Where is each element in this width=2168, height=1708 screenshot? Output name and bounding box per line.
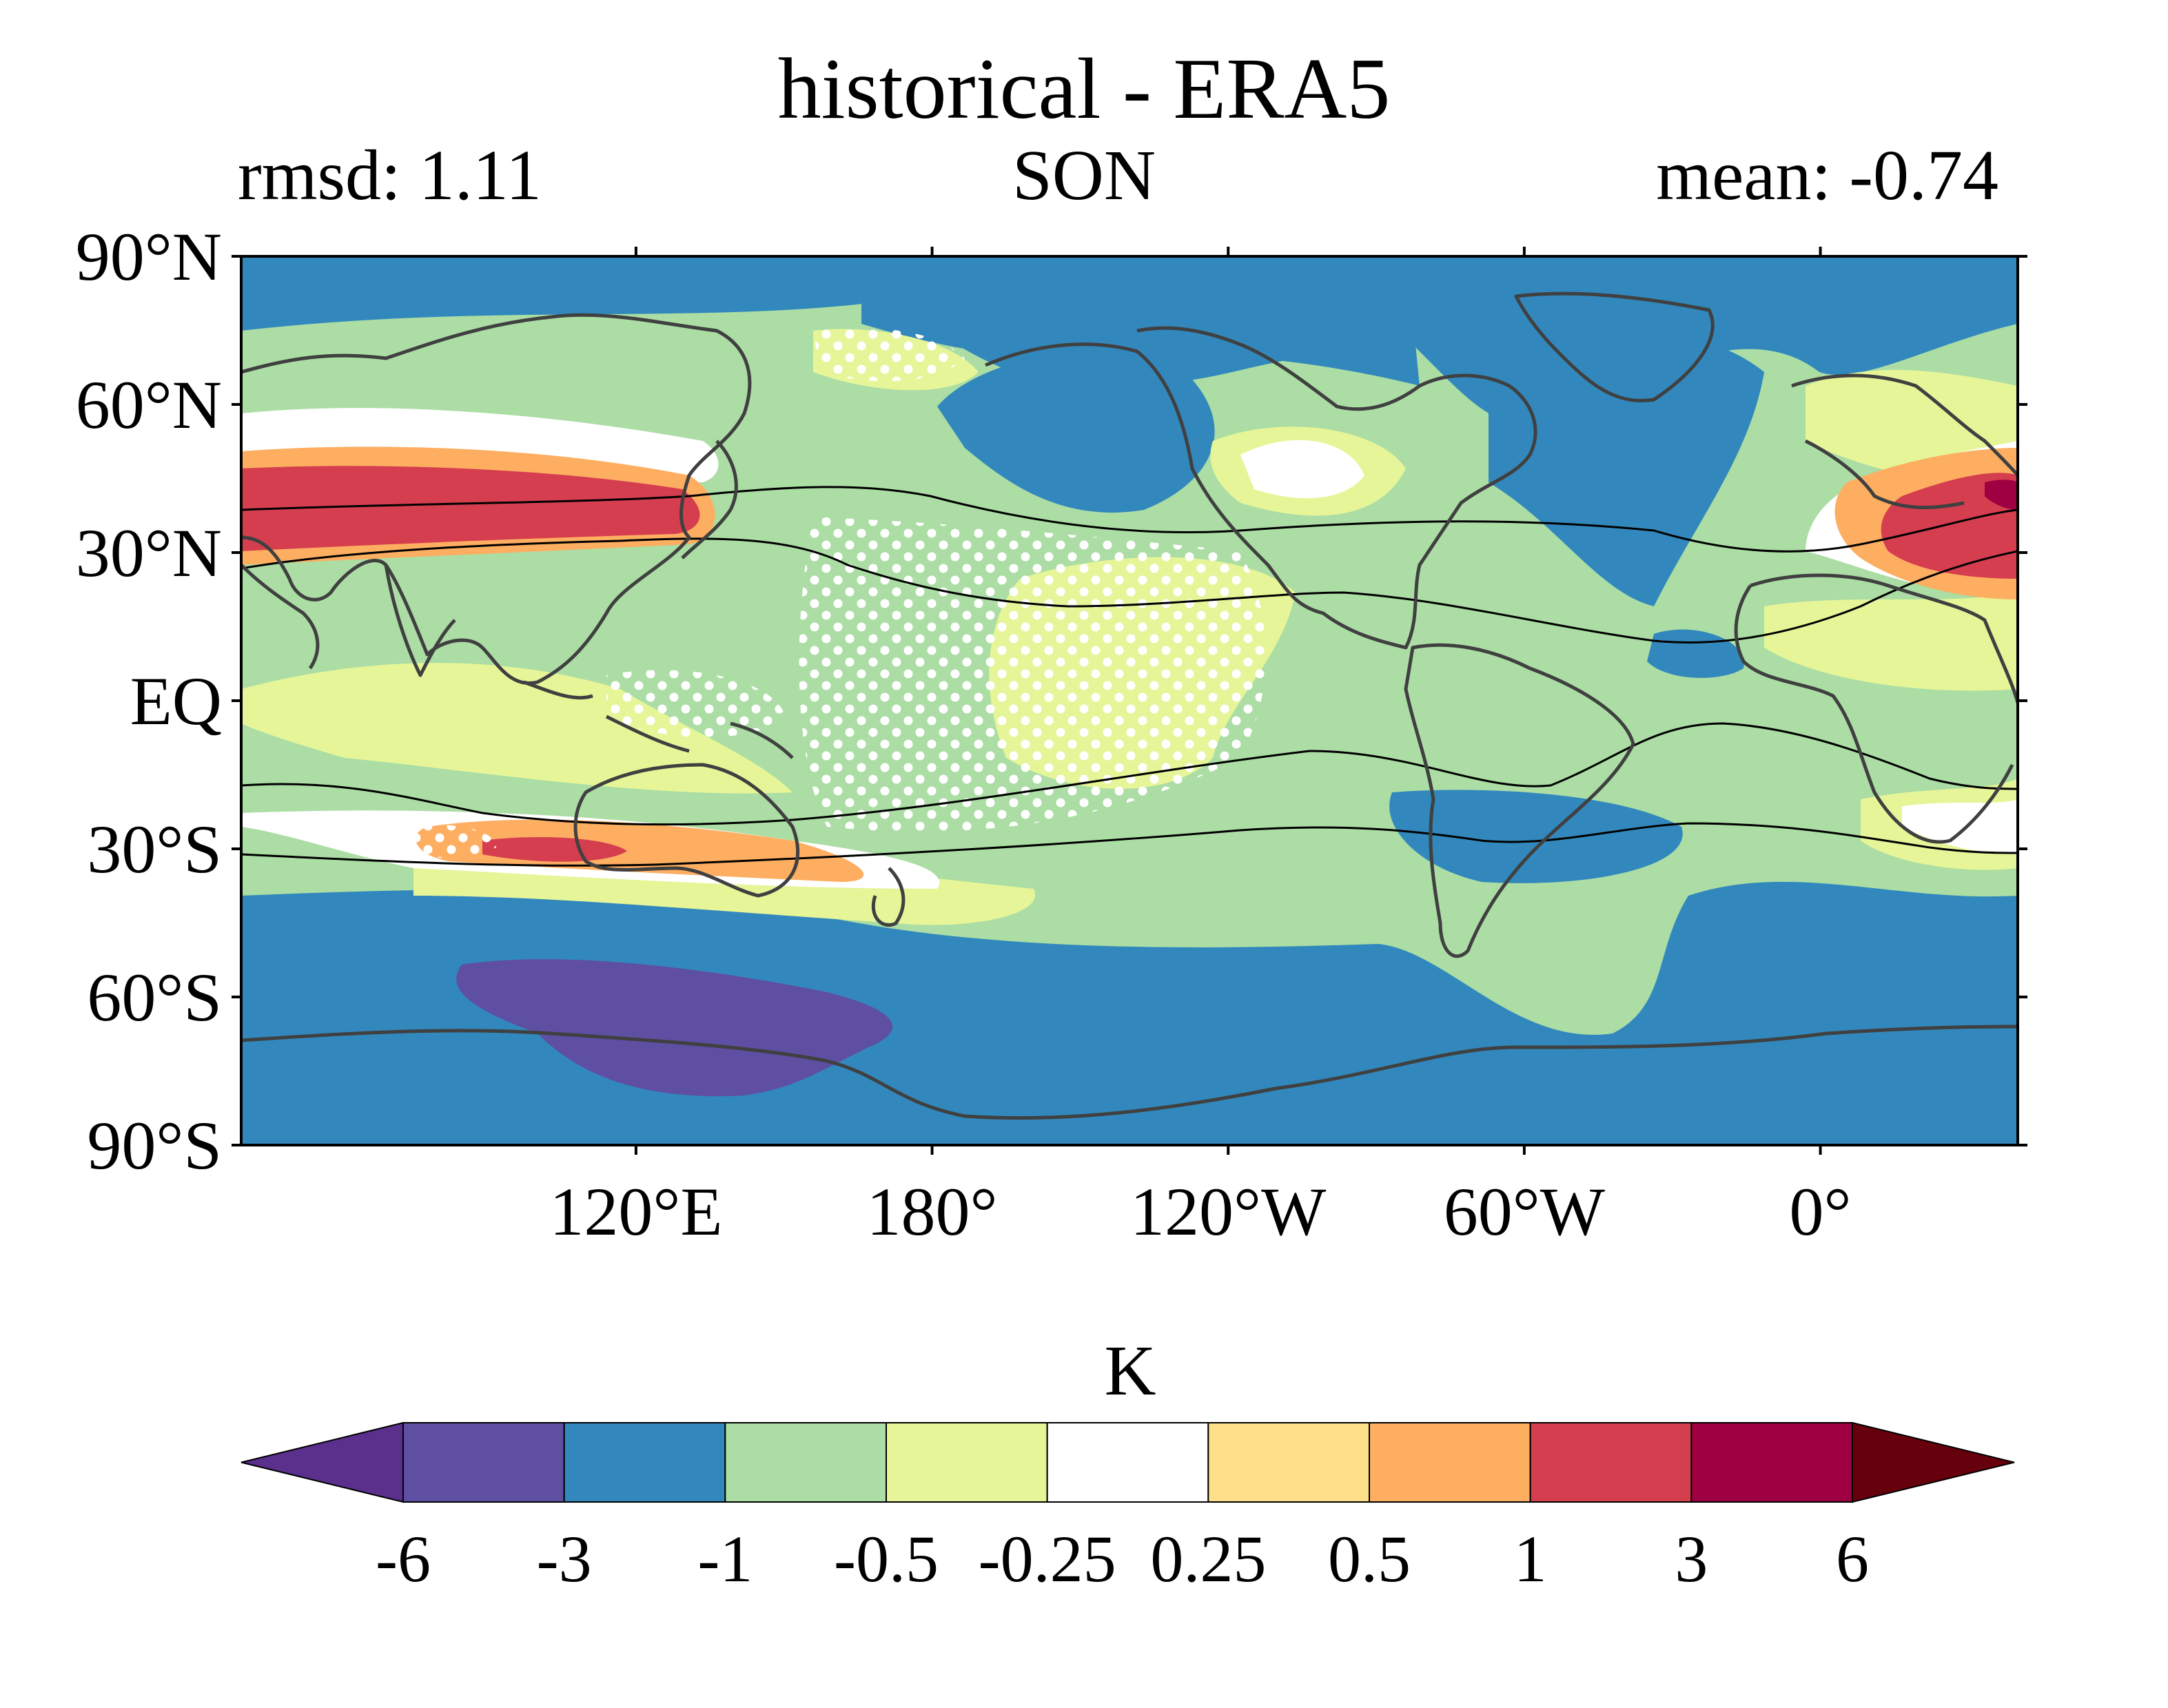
colorbar-tick-label: -3: [537, 1522, 592, 1596]
colorbar-swatch: [563, 1422, 726, 1503]
coast-new-zealand: [871, 867, 906, 927]
colorbar-tick-label: -0.5: [834, 1522, 939, 1596]
lat-tick-label: 90°N: [76, 218, 222, 295]
colorbar-extend-max: [1852, 1421, 2015, 1503]
field-blue-atlantic: [1489, 334, 1764, 606]
longitude-axis: 120°E 180° 120°W 60°W 0°: [549, 247, 1852, 1250]
contour-north-upper: [241, 486, 2018, 553]
coast-australia: [573, 763, 800, 898]
field-red-australia: [482, 837, 627, 862]
coast-maritime: [523, 680, 794, 759]
field-darkred-middle-east: [1985, 480, 2018, 510]
colorbar-swatch: [402, 1422, 565, 1503]
colorbar-swatch: [1690, 1422, 1853, 1503]
map-plot-area: [241, 256, 2018, 1145]
coast-eurasia-north: [241, 313, 752, 686]
stippling-maritime: [606, 670, 786, 737]
colorbar-tick-label: -6: [376, 1522, 431, 1596]
colorbar-swatch: [1529, 1422, 1693, 1503]
colorbar-extend-min: [241, 1421, 404, 1503]
colorbar-swatch: [1046, 1422, 1209, 1503]
field-white-north-america: [1240, 440, 1364, 499]
colorbar-tick-label: -1: [697, 1522, 753, 1596]
season-label: SON: [1012, 136, 1156, 215]
coast-arabia: [241, 564, 320, 670]
colorbar: -6 -3 -1 -0.5 -0.25 0.25 0.5 1 3 6: [241, 1421, 2015, 1596]
colorbar-tick-label: 1: [1514, 1522, 1547, 1596]
field-yellow-sahara: [1764, 593, 2018, 691]
colorbar-swatch: [886, 1422, 1048, 1503]
lat-tick-label: 30°S: [87, 811, 222, 887]
coast-africa: [1734, 573, 2018, 844]
field-orange-australia: [416, 819, 864, 882]
coast-japan: [681, 440, 738, 559]
contour-south-upper: [241, 722, 2018, 826]
lat-tick-label: 60°N: [76, 367, 222, 443]
field-red-asia: [241, 466, 700, 551]
lon-tick-label: 0°: [1790, 1173, 1852, 1250]
colorbar-swatch: [724, 1422, 888, 1503]
latitude-axis: 90°N 60°N 30°N EQ 30°S 60°S 90°S: [76, 218, 2027, 1184]
lat-tick-label: 90°S: [87, 1107, 222, 1184]
colorbar-tick-label: 0.5: [1328, 1522, 1411, 1596]
colorbar-tick-label: -0.25: [979, 1522, 1116, 1596]
stippling-australia: [386, 824, 496, 858]
field-purple-southern-ocean: [456, 959, 893, 1097]
field-red-middle-east: [1881, 473, 2018, 579]
colorbar-tick-label: 6: [1836, 1522, 1869, 1596]
field-yellow-indian-ocean: [241, 663, 792, 794]
coast-india: [384, 564, 456, 677]
colorbar-tick-label: 0.25: [1150, 1522, 1266, 1596]
field-blue-arctic: [861, 297, 1420, 386]
contour-north-lower: [241, 537, 2018, 644]
colorbar-tick-label: 3: [1675, 1522, 1708, 1596]
field-blue-north-america: [937, 351, 1215, 513]
rmsd-label: rmsd: 1.11: [238, 136, 542, 215]
coast-south-america: [1404, 643, 1635, 958]
mean-label: mean: -0.74: [1656, 136, 1998, 215]
lat-tick-label: 30°N: [76, 515, 222, 591]
colorbar-unit-label: K: [1104, 1331, 1156, 1410]
coastlines: [241, 291, 2018, 1120]
stippling-pacific: [799, 517, 1267, 832]
stippling-north-pacific: [813, 328, 965, 382]
coast-north-america: [985, 326, 1537, 650]
lon-tick-label: 120°E: [549, 1173, 722, 1250]
lon-tick-label: 180°: [867, 1173, 998, 1250]
lat-tick-label: 60°S: [87, 959, 222, 1036]
map-title: historical - ERA5: [777, 41, 1391, 137]
coast-antarctica: [241, 1025, 2018, 1120]
colorbar-swatch: [1369, 1422, 1531, 1503]
field-white-africa: [1902, 799, 2018, 854]
lat-tick-label: EQ: [130, 663, 222, 739]
coast-greenland: [1514, 291, 1715, 402]
lon-tick-label: 120°W: [1130, 1173, 1327, 1250]
colorbar-swatch: [1207, 1422, 1371, 1503]
coast-europe: [1791, 373, 2018, 510]
lon-tick-label: 60°W: [1444, 1173, 1606, 1250]
field-blue-south-atlantic: [1389, 790, 1683, 883]
